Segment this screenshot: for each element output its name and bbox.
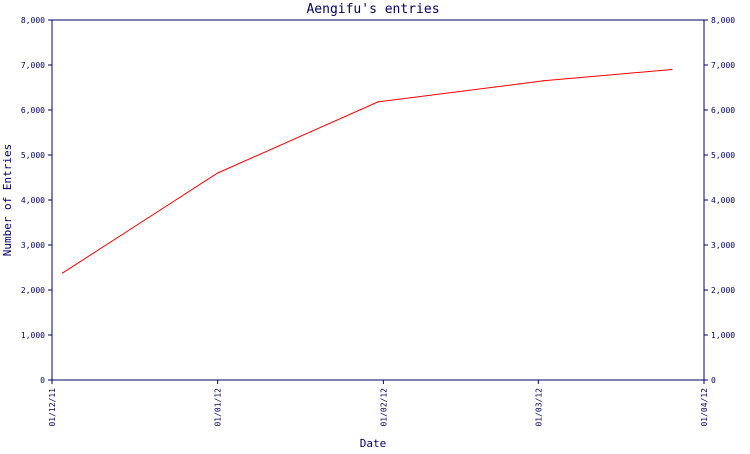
y-tick-label-right: 1,000 xyxy=(711,331,735,340)
y-tick-label-left: 5,000 xyxy=(21,151,45,160)
y-axis-label: Number of Entries xyxy=(1,144,14,257)
data-point xyxy=(217,172,219,174)
y-tick-label-left: 7,000 xyxy=(21,61,45,70)
x-tick-label: 01/01/12 xyxy=(214,388,223,427)
data-point xyxy=(543,80,545,82)
y-tick-label-right: 4,000 xyxy=(711,196,735,205)
x-tick-label: 01/12/11 xyxy=(48,388,57,427)
y-tick-label-left: 1,000 xyxy=(21,331,45,340)
data-point xyxy=(671,68,673,71)
y-tick-label-right: 5,000 xyxy=(711,151,735,160)
y-tick-label-left: 3,000 xyxy=(21,241,45,250)
x-tick-label: 01/02/12 xyxy=(379,388,388,427)
y-tick-label-right: 2,000 xyxy=(711,286,735,295)
y-tick-label-left: 6,000 xyxy=(21,106,45,115)
axes: 0 0 1,000 1,000 2,000 2,000 3,000 3,000 4,000 4,0… xyxy=(21,16,735,427)
x-tick-label: 01/03/12 xyxy=(534,388,543,427)
x-tick-label: 01/04/12 xyxy=(700,388,709,427)
y-tick-label-right: 6,000 xyxy=(711,106,735,115)
y-tick-label-right: 0 xyxy=(711,376,716,385)
y-tick-label-left: 2,000 xyxy=(21,286,45,295)
y-tick-label-left: 4,000 xyxy=(21,196,45,205)
data-point xyxy=(377,101,379,103)
y-tick-label-left: 0 xyxy=(40,376,45,385)
y-tick-label-right: 3,000 xyxy=(711,241,735,250)
data-point xyxy=(62,272,64,274)
chart-title: Aengifu's entries xyxy=(306,2,439,17)
x-axis-label: Date xyxy=(360,437,387,450)
y-tick-label-right: 8,000 xyxy=(711,16,735,25)
y-tick-label-right: 7,000 xyxy=(711,61,735,70)
series-layer xyxy=(62,68,673,274)
y-tick-label-left: 8,000 xyxy=(21,16,45,25)
